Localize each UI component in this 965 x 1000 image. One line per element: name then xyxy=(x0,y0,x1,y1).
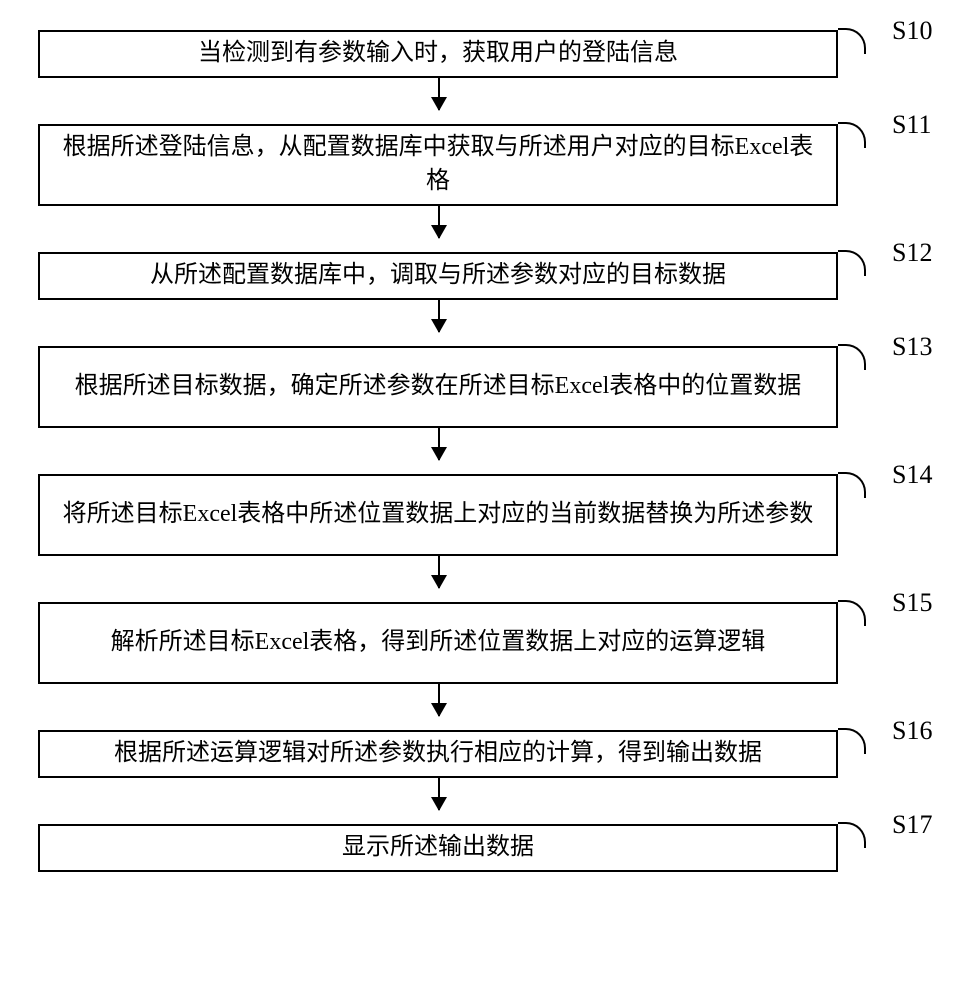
flow-arrow xyxy=(438,428,440,460)
step-label-s12: S12 xyxy=(892,238,932,268)
step-label-s16: S16 xyxy=(892,716,932,746)
step-text: 解析所述目标Excel表格，得到所述位置数据上对应的运算逻辑 xyxy=(111,626,766,660)
flow-arrow xyxy=(438,778,440,810)
step-text: 根据所述目标数据，确定所述参数在所述目标Excel表格中的位置数据 xyxy=(75,370,802,404)
step-box-s17: 显示所述输出数据 xyxy=(38,824,838,872)
step-label-s14: S14 xyxy=(892,460,932,490)
step-label-s17: S17 xyxy=(892,810,932,840)
step-box-s11: 根据所述登陆信息，从配置数据库中获取与所述用户对应的目标Excel表格 xyxy=(38,124,838,206)
step-box-s15: 解析所述目标Excel表格，得到所述位置数据上对应的运算逻辑 xyxy=(38,602,838,684)
step-text: 当检测到有参数输入时，获取用户的登陆信息 xyxy=(198,37,678,71)
label-connector xyxy=(838,728,866,754)
label-connector xyxy=(838,122,866,148)
step-label-s15: S15 xyxy=(892,588,932,618)
label-connector xyxy=(838,472,866,498)
flowchart-container: 当检测到有参数输入时，获取用户的登陆信息 S10 根据所述登陆信息，从配置数据库… xyxy=(0,0,965,1000)
label-connector xyxy=(838,250,866,276)
step-text: 从所述配置数据库中，调取与所述参数对应的目标数据 xyxy=(150,259,726,293)
flow-arrow xyxy=(438,684,440,716)
step-box-s10: 当检测到有参数输入时，获取用户的登陆信息 xyxy=(38,30,838,78)
flow-arrow xyxy=(438,206,440,238)
step-box-s16: 根据所述运算逻辑对所述参数执行相应的计算，得到输出数据 xyxy=(38,730,838,778)
step-text: 根据所述运算逻辑对所述参数执行相应的计算，得到输出数据 xyxy=(114,737,762,771)
step-box-s14: 将所述目标Excel表格中所述位置数据上对应的当前数据替换为所述参数 xyxy=(38,474,838,556)
label-connector xyxy=(838,28,866,54)
step-box-s13: 根据所述目标数据，确定所述参数在所述目标Excel表格中的位置数据 xyxy=(38,346,838,428)
label-connector xyxy=(838,600,866,626)
label-connector xyxy=(838,822,866,848)
step-box-s12: 从所述配置数据库中，调取与所述参数对应的目标数据 xyxy=(38,252,838,300)
step-label-s13: S13 xyxy=(892,332,932,362)
label-connector xyxy=(838,344,866,370)
step-label-s11: S11 xyxy=(892,110,932,140)
step-text: 将所述目标Excel表格中所述位置数据上对应的当前数据替换为所述参数 xyxy=(63,498,814,532)
flow-arrow xyxy=(438,300,440,332)
step-text: 显示所述输出数据 xyxy=(342,831,534,865)
step-label-s10: S10 xyxy=(892,16,932,46)
flow-arrow xyxy=(438,556,440,588)
step-text: 根据所述登陆信息，从配置数据库中获取与所述用户对应的目标Excel表格 xyxy=(52,131,824,198)
flow-arrow xyxy=(438,78,440,110)
